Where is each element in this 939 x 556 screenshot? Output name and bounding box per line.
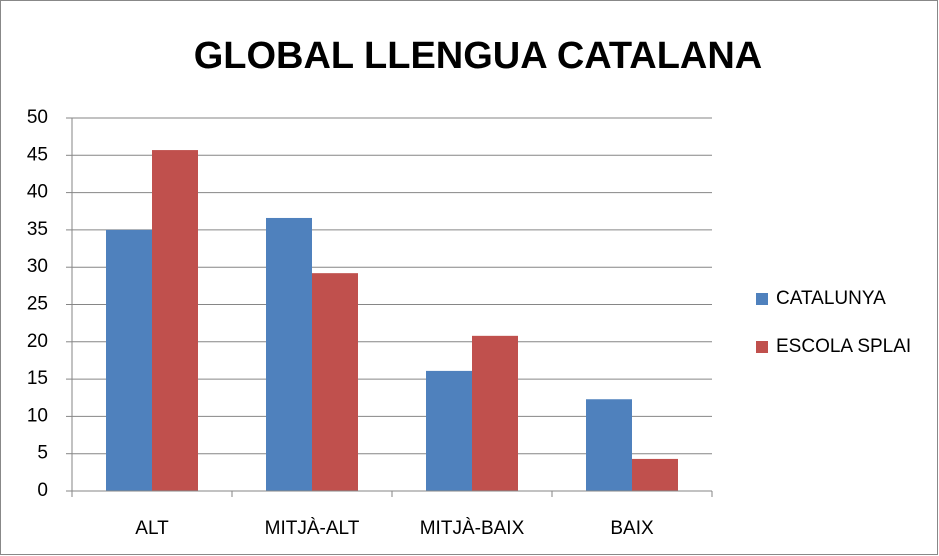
y-tick-label: 5 <box>37 443 48 464</box>
y-tick-label: 0 <box>37 480 48 501</box>
legend-label: ESCOLA SPLAI <box>776 336 911 357</box>
x-tick-label: MITJÀ-ALT <box>265 518 360 539</box>
y-tick-label: 35 <box>27 219 48 240</box>
y-tick-label: 30 <box>27 256 48 277</box>
bar <box>266 217 312 492</box>
bar <box>152 150 198 491</box>
y-tick-label: 15 <box>27 368 48 389</box>
legend-swatch <box>756 341 768 353</box>
bar <box>472 335 518 491</box>
bar <box>106 229 152 491</box>
bar <box>586 399 632 491</box>
x-tick-label: ALT <box>135 518 169 539</box>
bar <box>312 273 358 491</box>
y-tick-label: 40 <box>27 182 48 203</box>
y-tick-label: 25 <box>27 294 48 315</box>
legend-swatch <box>756 293 768 305</box>
legend-label: CATALUNYA <box>776 288 886 309</box>
y-tick-label: 45 <box>27 144 48 165</box>
y-tick-label: 20 <box>27 331 48 352</box>
x-tick-label: BAIX <box>610 518 654 539</box>
y-tick-label: 10 <box>27 405 48 426</box>
y-tick-label: 50 <box>27 107 48 128</box>
bar <box>632 458 678 491</box>
chart-title: GLOBAL LLENGUA CATALANA <box>194 35 763 77</box>
bar <box>426 370 472 491</box>
x-tick-label: MITJÀ-BAIX <box>420 518 525 539</box>
